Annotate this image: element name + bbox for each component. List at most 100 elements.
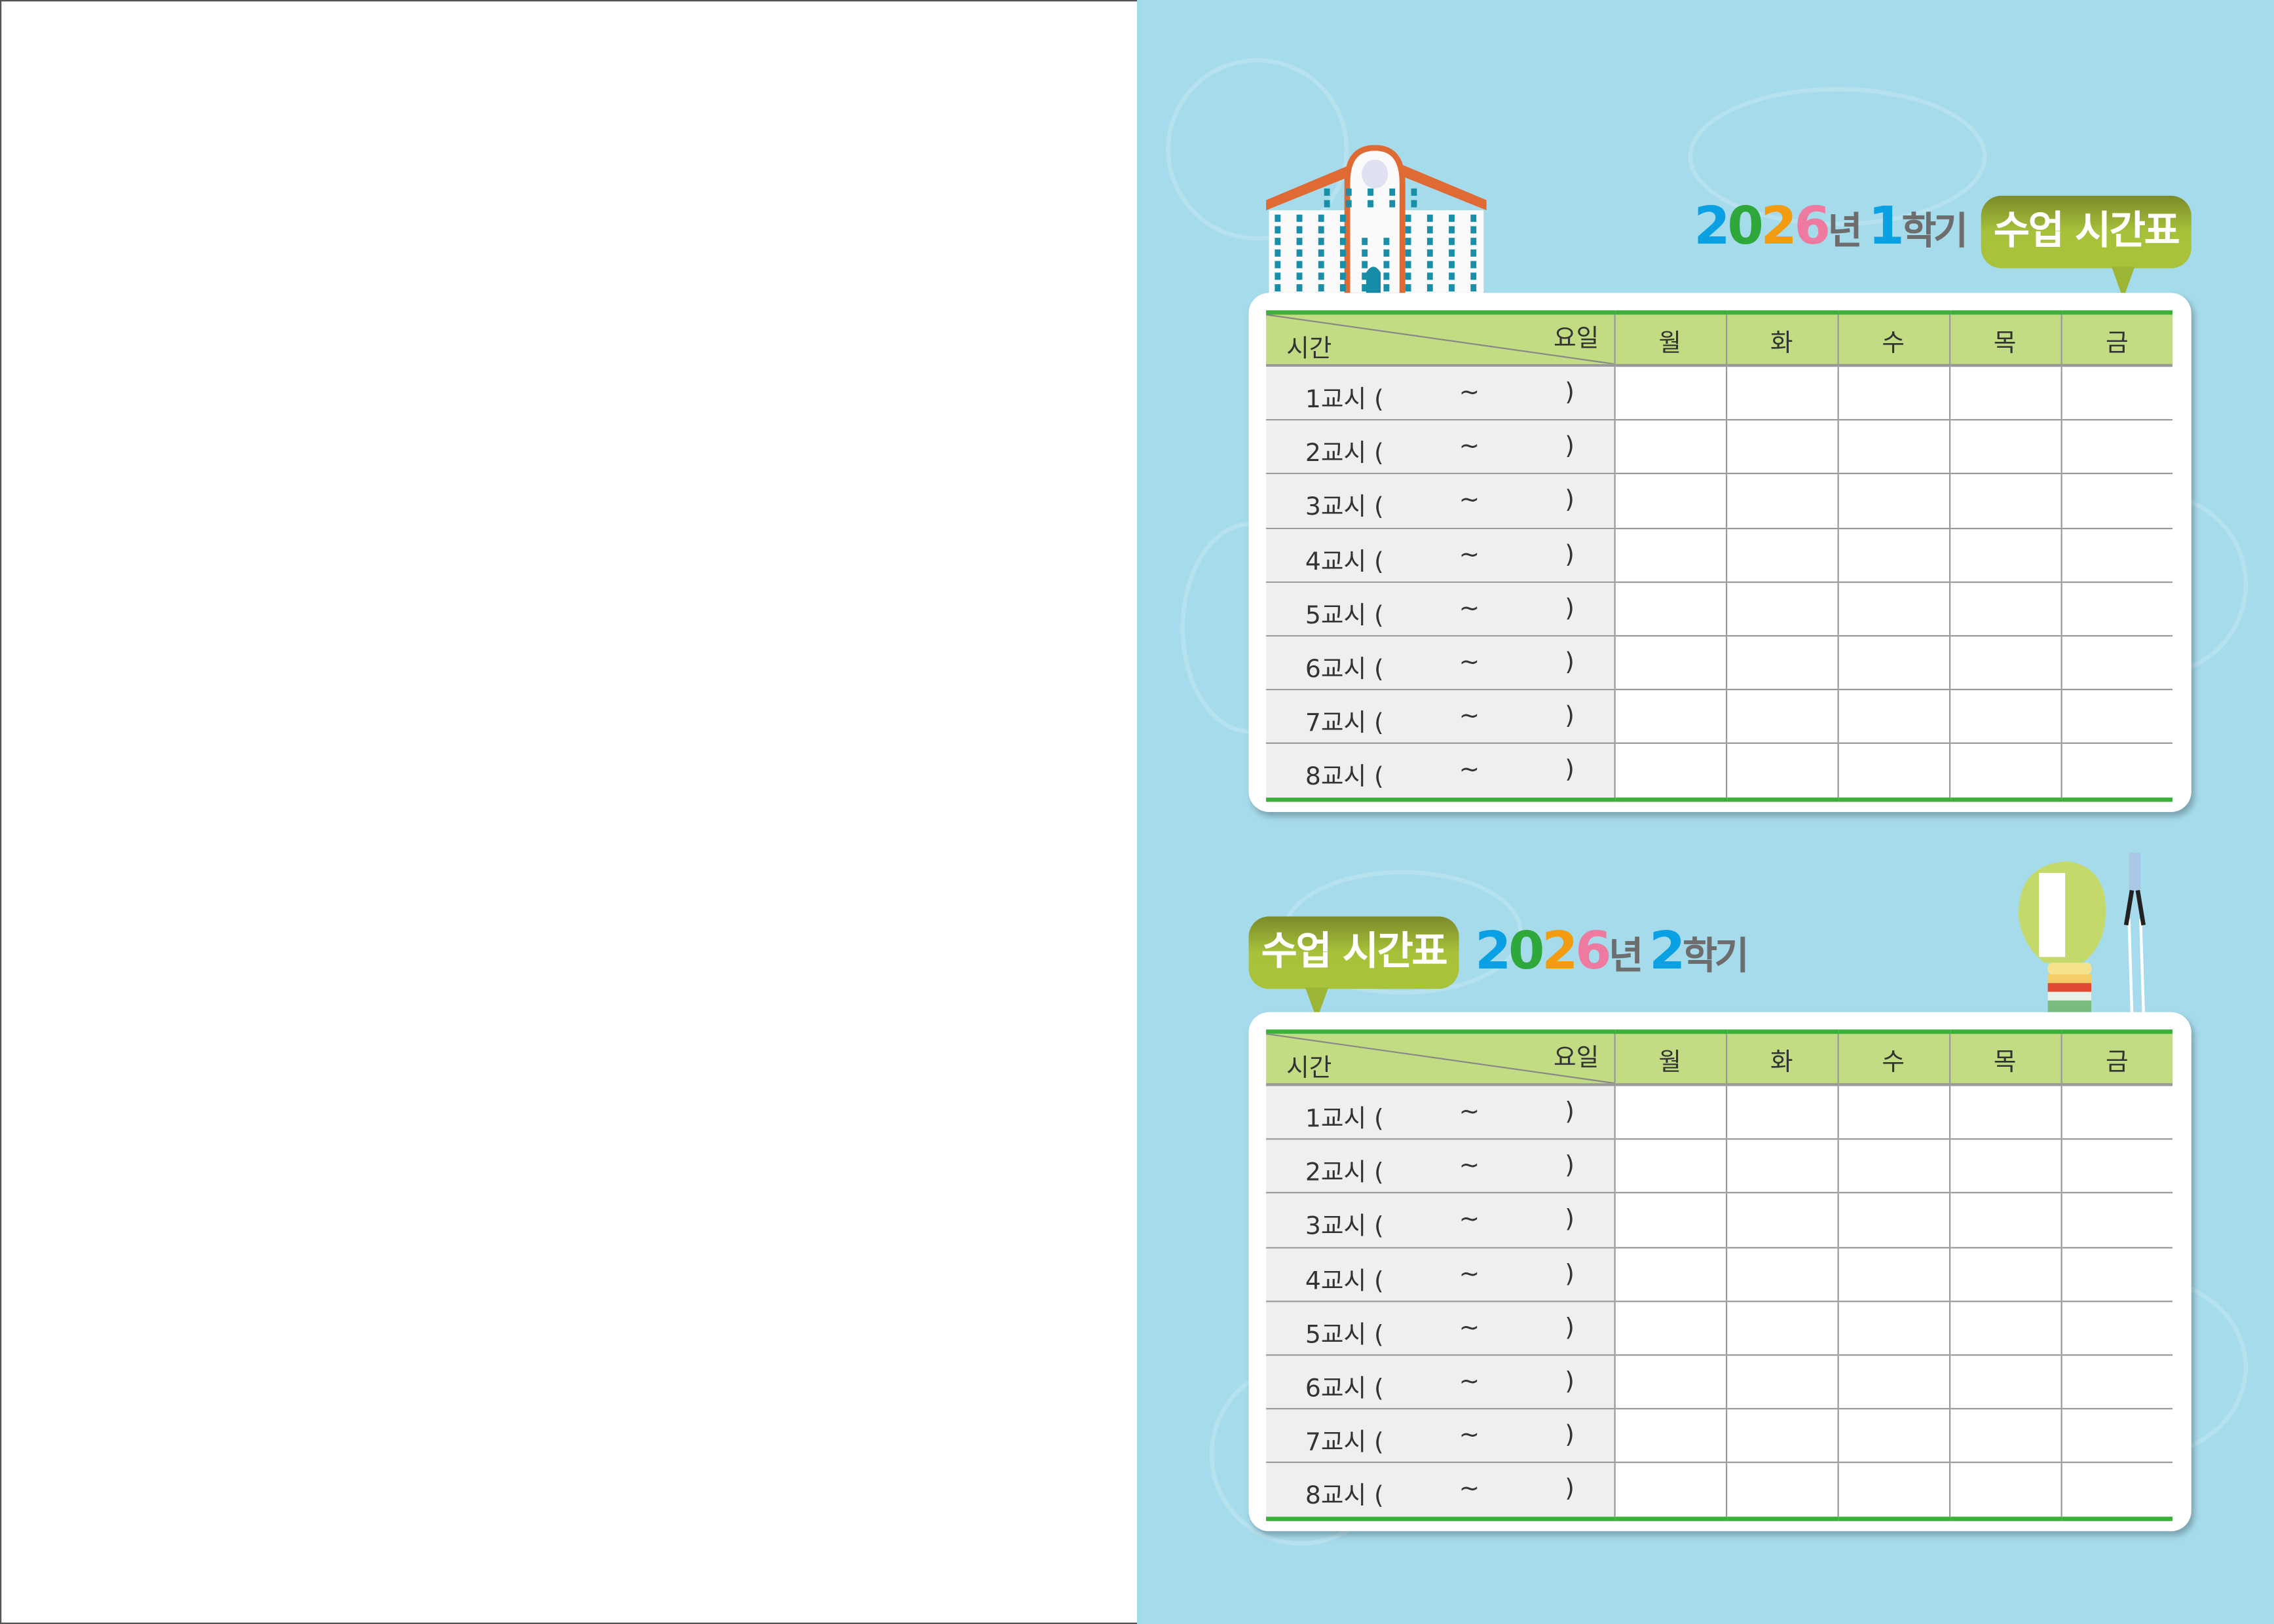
class-cell[interactable] [1613, 420, 1726, 475]
class-cell[interactable] [1613, 1139, 1726, 1194]
class-cell[interactable] [2060, 1084, 2173, 1140]
class-cell[interactable] [1948, 1084, 2061, 1140]
class-cell[interactable] [1613, 1084, 1726, 1140]
class-cell[interactable] [2060, 1355, 2173, 1410]
period-time-cell[interactable]: 6교시 (~) [1266, 1355, 1614, 1410]
class-cell[interactable] [1836, 528, 1950, 583]
class-cell[interactable] [1836, 1462, 1950, 1521]
class-cell[interactable] [1724, 1462, 1838, 1521]
class-cell[interactable] [1613, 635, 1726, 691]
class-cell[interactable] [1836, 1355, 1950, 1410]
class-cell[interactable] [1836, 1139, 1950, 1194]
period-time-cell[interactable]: 6교시 (~) [1266, 635, 1614, 691]
class-cell[interactable] [1724, 1301, 1838, 1356]
class-cell[interactable] [1836, 1409, 1950, 1464]
class-cell[interactable] [1948, 1462, 2061, 1521]
class-cell[interactable] [1613, 690, 1726, 745]
period-time-cell[interactable]: 1교시 (~) [1266, 365, 1614, 421]
period-time-cell[interactable]: 4교시 (~) [1266, 1247, 1614, 1302]
class-cell[interactable] [1724, 1084, 1838, 1140]
class-cell[interactable] [1948, 473, 2061, 529]
class-cell[interactable] [2060, 743, 2173, 802]
class-cell[interactable] [1613, 473, 1726, 529]
class-cell[interactable] [2060, 473, 2173, 529]
class-cell[interactable] [1724, 743, 1838, 802]
class-cell[interactable] [2060, 420, 2173, 475]
class-cell[interactable] [1836, 365, 1950, 421]
class-cell[interactable] [1948, 420, 2061, 475]
class-cell[interactable] [1948, 1193, 2061, 1248]
class-cell[interactable] [1724, 528, 1838, 583]
period-time-cell[interactable]: 7교시 (~) [1266, 1409, 1614, 1464]
class-cell[interactable] [2060, 1247, 2173, 1302]
period-row: 8교시 (~) [1266, 1462, 2173, 1521]
class-cell[interactable] [1836, 1084, 1950, 1140]
class-cell[interactable] [2060, 1139, 2173, 1194]
class-cell[interactable] [1948, 1301, 2061, 1356]
class-cell[interactable] [1724, 1355, 1838, 1410]
class-cell[interactable] [1948, 365, 2061, 421]
class-cell[interactable] [1836, 473, 1950, 529]
class-cell[interactable] [1613, 1247, 1726, 1302]
class-cell[interactable] [2060, 365, 2173, 421]
class-cell[interactable] [1613, 581, 1726, 637]
period-time-cell[interactable]: 5교시 (~) [1266, 1301, 1614, 1356]
class-cell[interactable] [2060, 635, 2173, 691]
class-cell[interactable] [1836, 690, 1950, 745]
class-cell[interactable] [1948, 635, 2061, 691]
class-cell[interactable] [2060, 1193, 2173, 1248]
class-cell[interactable] [1836, 1247, 1950, 1302]
class-cell[interactable] [2060, 1301, 2173, 1356]
tilde: ~ [1459, 1259, 1480, 1289]
class-cell[interactable] [1836, 1193, 1950, 1248]
period-time-cell[interactable]: 2교시 (~) [1266, 1139, 1614, 1194]
period-time-cell[interactable]: 8교시 (~) [1266, 743, 1614, 802]
period-row: 6교시 (~) [1266, 1355, 2173, 1410]
period-time-cell[interactable]: 8교시 (~) [1266, 1462, 1614, 1521]
period-time-cell[interactable]: 2교시 (~) [1266, 420, 1614, 475]
class-cell[interactable] [1948, 690, 2061, 745]
class-cell[interactable] [2060, 690, 2173, 745]
period-time-cell[interactable]: 3교시 (~) [1266, 1193, 1614, 1248]
class-cell[interactable] [1613, 1301, 1726, 1356]
class-cell[interactable] [1948, 1355, 2061, 1410]
class-cell[interactable] [1613, 743, 1726, 802]
class-cell[interactable] [1948, 1409, 2061, 1464]
class-cell[interactable] [1724, 1247, 1838, 1302]
class-cell[interactable] [1724, 1139, 1838, 1194]
class-cell[interactable] [1836, 743, 1950, 802]
class-cell[interactable] [1724, 473, 1838, 529]
class-cell[interactable] [1613, 1462, 1726, 1521]
period-label: 4교시 ( [1305, 547, 1384, 577]
class-cell[interactable] [1613, 1355, 1726, 1410]
class-cell[interactable] [1724, 365, 1838, 421]
class-cell[interactable] [1948, 528, 2061, 583]
class-cell[interactable] [2060, 581, 2173, 637]
period-time-cell[interactable]: 5교시 (~) [1266, 581, 1614, 637]
class-cell[interactable] [1948, 743, 2061, 802]
class-cell[interactable] [1724, 1193, 1838, 1248]
class-cell[interactable] [2060, 528, 2173, 583]
class-cell[interactable] [1836, 635, 1950, 691]
class-cell[interactable] [1613, 365, 1726, 421]
class-cell[interactable] [1613, 528, 1726, 583]
class-cell[interactable] [1613, 1409, 1726, 1464]
period-time-cell[interactable]: 4교시 (~) [1266, 528, 1614, 583]
class-cell[interactable] [1836, 1301, 1950, 1356]
class-cell[interactable] [1724, 1409, 1838, 1464]
class-cell[interactable] [2060, 1462, 2173, 1521]
class-cell[interactable] [1613, 1193, 1726, 1248]
class-cell[interactable] [1724, 420, 1838, 475]
class-cell[interactable] [1948, 581, 2061, 637]
class-cell[interactable] [1948, 1139, 2061, 1194]
class-cell[interactable] [1836, 581, 1950, 637]
period-time-cell[interactable]: 1교시 (~) [1266, 1084, 1614, 1140]
period-time-cell[interactable]: 7교시 (~) [1266, 690, 1614, 745]
class-cell[interactable] [1948, 1247, 2061, 1302]
class-cell[interactable] [1724, 635, 1838, 691]
class-cell[interactable] [2060, 1409, 2173, 1464]
class-cell[interactable] [1724, 690, 1838, 745]
class-cell[interactable] [1724, 581, 1838, 637]
period-time-cell[interactable]: 3교시 (~) [1266, 473, 1614, 529]
class-cell[interactable] [1836, 420, 1950, 475]
